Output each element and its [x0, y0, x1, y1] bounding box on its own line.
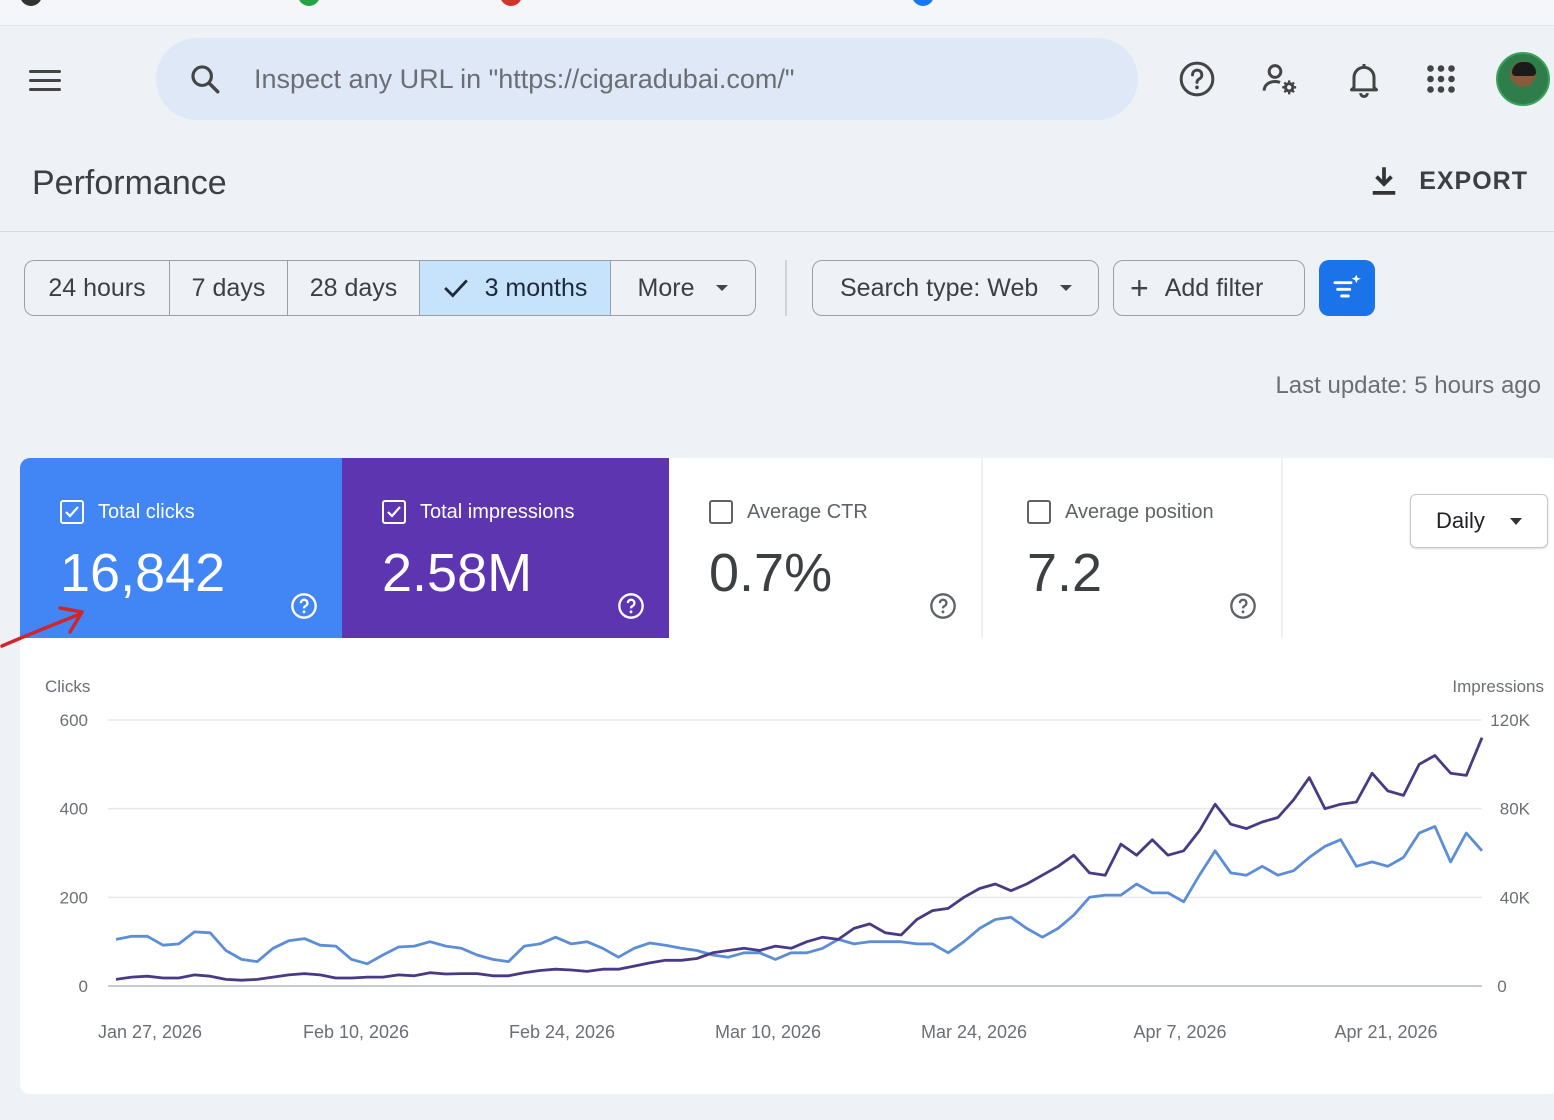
- metric-value: 2.58M: [382, 543, 533, 603]
- y-tick-left: 0: [79, 977, 88, 996]
- help-icon[interactable]: [290, 592, 318, 620]
- range-label: 24 hours: [48, 273, 146, 302]
- checkbox-unchecked-icon[interactable]: [1027, 500, 1051, 524]
- performance-card: Total clicks 16,842 Total impressions 2.…: [20, 458, 1554, 1094]
- users-settings-button[interactable]: [1259, 58, 1301, 100]
- x-tick-label: Jan 27, 2026: [98, 1022, 202, 1042]
- bell-icon: [1350, 64, 1378, 98]
- series-line-clicks: [115, 824, 1484, 966]
- plus-icon: +: [1130, 270, 1149, 306]
- x-tick-label: Apr 21, 2026: [1334, 1022, 1437, 1042]
- y-axis-label-right: Impressions: [1452, 677, 1544, 696]
- account-avatar[interactable]: [1496, 52, 1550, 106]
- menu-icon-bar: [29, 69, 61, 73]
- range-label: More: [637, 273, 695, 302]
- checkmark-icon: [443, 279, 468, 298]
- y-axis-label-left: Clicks: [45, 677, 90, 696]
- export-label: EXPORT: [1419, 166, 1528, 195]
- chevron-down-icon: [1509, 517, 1522, 525]
- help-icon[interactable]: [617, 592, 645, 620]
- y-tick-left: 600: [60, 711, 88, 730]
- series-line-impressions: [115, 737, 1484, 982]
- url-inspection-search[interactable]: [156, 38, 1138, 120]
- bookmark-icon[interactable]: [298, 0, 320, 6]
- menu-icon-bar: [29, 78, 61, 82]
- metric-label: Average CTR: [747, 500, 868, 523]
- browser-bookmarks-strip: [0, 0, 1554, 26]
- date-range-selector: 24 hours 7 days 28 days 3 months More: [24, 260, 756, 316]
- app-header: [0, 26, 1554, 136]
- y-tick-right: 80K: [1500, 800, 1531, 819]
- metric-value: 0.7%: [709, 543, 833, 603]
- main-menu-button[interactable]: [22, 60, 68, 100]
- range-3-months[interactable]: 3 months: [419, 260, 610, 316]
- y-tick-right: 0: [1497, 977, 1506, 996]
- x-tick-label: Apr 7, 2026: [1133, 1022, 1226, 1042]
- metric-average-position[interactable]: Average position 7.2: [985, 458, 1283, 638]
- range-24-hours[interactable]: 24 hours: [24, 260, 169, 316]
- metric-header: Total clicks: [60, 500, 195, 524]
- range-more-dropdown[interactable]: More: [610, 260, 756, 316]
- last-update-text: Last update: 5 hours ago: [1275, 372, 1541, 399]
- search-input[interactable]: [254, 63, 1114, 95]
- search-type-dropdown[interactable]: Search type: Web: [812, 260, 1099, 316]
- help-icon: [1179, 61, 1215, 97]
- checkbox-checked-icon[interactable]: [382, 500, 406, 524]
- y-tick-left: 200: [60, 888, 88, 907]
- metric-header: Average position: [1027, 500, 1214, 524]
- x-tick-label: Feb 10, 2026: [303, 1022, 409, 1042]
- bookmark-icon[interactable]: [500, 0, 522, 6]
- notifications-button[interactable]: [1343, 58, 1385, 100]
- search-icon: [191, 65, 220, 94]
- y-tick-left: 400: [60, 800, 88, 819]
- help-button[interactable]: [1176, 58, 1218, 100]
- x-tick-label: Mar 24, 2026: [921, 1022, 1027, 1042]
- metric-label: Average position: [1065, 500, 1214, 523]
- search-type-label: Search type: Web: [840, 273, 1039, 302]
- checkbox-unchecked-icon[interactable]: [709, 500, 733, 524]
- help-icon[interactable]: [929, 592, 957, 620]
- annotation-arrow: [0, 606, 84, 648]
- add-filter-label: Add filter: [1164, 273, 1264, 302]
- page-title-row: Performance EXPORT: [0, 136, 1554, 232]
- chevron-down-icon: [1060, 285, 1073, 291]
- y-tick-right: 40K: [1500, 888, 1531, 907]
- metric-total-clicks[interactable]: Total clicks 16,842: [20, 458, 342, 638]
- chevron-down-icon: [716, 285, 729, 291]
- granularity-dropdown[interactable]: Daily: [1410, 494, 1548, 548]
- x-tick-label: Mar 10, 2026: [715, 1022, 821, 1042]
- metric-total-impressions[interactable]: Total impressions 2.58M: [342, 458, 669, 638]
- metric-value: 7.2: [1027, 543, 1103, 603]
- sparkle-filter-icon: [1333, 274, 1361, 298]
- y-tick-right: 120K: [1490, 711, 1530, 730]
- add-filter-button[interactable]: + Add filter: [1113, 260, 1305, 316]
- user-settings-icon: [1262, 64, 1297, 95]
- performance-chart: Clicks Impressions 0 0 200 40K 400 80K 600 120K…: [45, 677, 1544, 1042]
- range-label: 7 days: [191, 273, 266, 302]
- help-icon[interactable]: [1229, 592, 1257, 620]
- menu-icon-bar: [29, 87, 61, 91]
- bookmark-icon[interactable]: [20, 0, 42, 6]
- metric-average-ctr[interactable]: Average CTR 0.7%: [669, 458, 983, 638]
- range-label: 3 months: [484, 273, 588, 302]
- checkbox-checked-icon[interactable]: [60, 500, 84, 524]
- range-7-days[interactable]: 7 days: [169, 260, 287, 316]
- bookmark-icon[interactable]: [912, 0, 934, 6]
- metric-header: Total impressions: [382, 500, 575, 524]
- page-title: Performance: [32, 164, 227, 202]
- ai-filter-button[interactable]: [1319, 260, 1375, 316]
- toolbar-divider: [785, 260, 787, 316]
- granularity-label: Daily: [1436, 508, 1485, 533]
- apps-button[interactable]: [1420, 58, 1462, 100]
- apps-grid-icon: [1427, 65, 1455, 93]
- export-button[interactable]: EXPORT: [1369, 164, 1528, 198]
- range-label: 28 days: [309, 273, 398, 302]
- metric-label: Total clicks: [98, 500, 195, 523]
- metric-label: Total impressions: [420, 500, 575, 523]
- x-tick-label: Feb 24, 2026: [509, 1022, 615, 1042]
- range-28-days[interactable]: 28 days: [287, 260, 419, 316]
- metric-value: 16,842: [60, 543, 226, 603]
- metric-header: Average CTR: [709, 500, 868, 524]
- download-icon: [1372, 167, 1396, 195]
